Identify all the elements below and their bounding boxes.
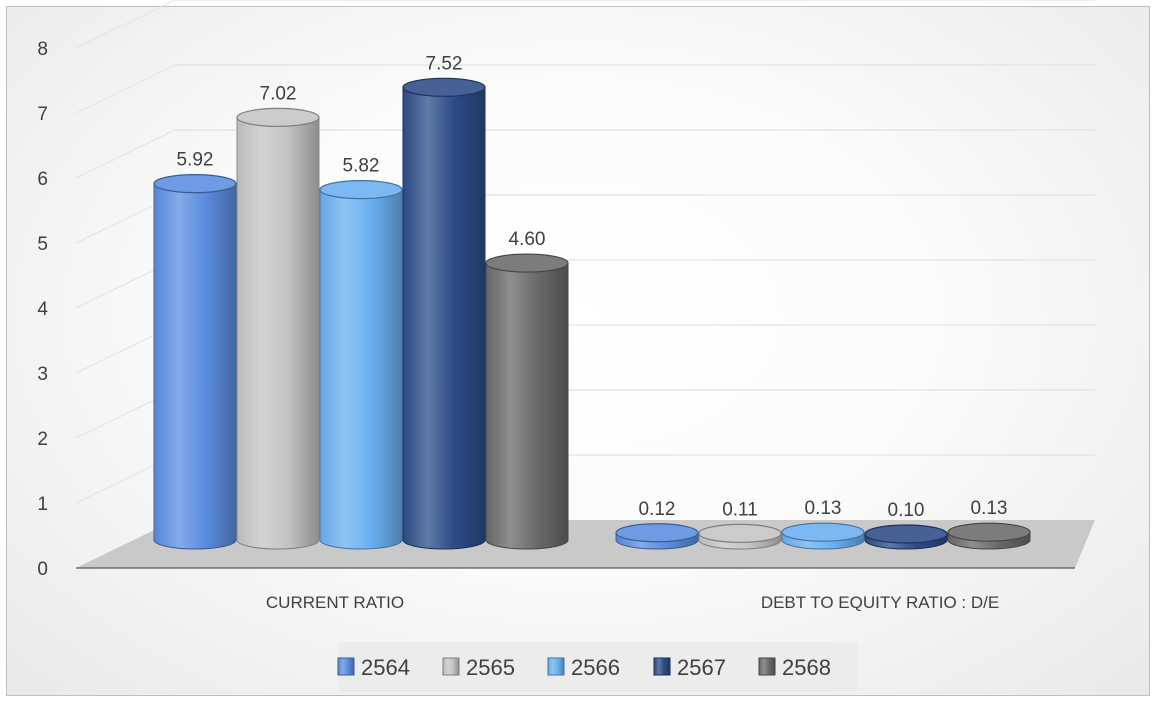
bar-2568-debt-to-equity [947, 522, 1031, 550]
y-tick-label: 0 [37, 559, 48, 580]
y-tick-label: 2 [37, 429, 48, 450]
legend-label-2564: 2564 [361, 655, 410, 680]
bar-2567-current-ratio [402, 77, 486, 550]
data-label: 7.52 [426, 53, 463, 74]
data-label: 5.82 [343, 156, 380, 177]
legend: 2564 2565 2566 2567 2568 [337, 642, 858, 692]
y-tick-label: 8 [37, 39, 48, 60]
legend-swatch-2564 [337, 657, 355, 676]
category-label: CURRENT RATIO [266, 593, 404, 612]
legend-label-2568: 2568 [782, 655, 831, 680]
bar-2565-current-ratio [236, 107, 320, 550]
y-tick-label: 5 [37, 234, 48, 255]
bar-2566-debt-to-equity [781, 522, 865, 550]
bar-2566-current-ratio [319, 180, 403, 550]
legend-swatch-2568 [758, 657, 776, 676]
y-tick-label: 1 [37, 494, 48, 515]
gridline-slant [75, 129, 176, 179]
bar-2564-current-ratio [153, 174, 237, 550]
legend-label-2567: 2567 [677, 655, 726, 680]
legend-swatch-2566 [547, 657, 565, 676]
bars [153, 77, 1031, 550]
axes: 0 1 2 3 4 5 6 7 8 CURRENT RATIO DEBT TO EQUITY RAT… [37, 39, 1075, 612]
y-tick-label: 6 [37, 169, 48, 190]
data-label: 0.12 [639, 499, 676, 520]
gridline-slant [75, 64, 176, 114]
y-tick-label: 7 [37, 104, 48, 125]
data-label: 4.60 [509, 229, 546, 250]
bar-2565-debt-to-equity [698, 523, 782, 550]
gridline-slant [75, 0, 176, 49]
category-label: DEBT TO EQUITY RATIO : D/E [761, 593, 999, 612]
data-label: 0.10 [888, 500, 925, 521]
legend-swatch-2565 [442, 657, 460, 676]
data-label: 0.11 [722, 499, 758, 520]
y-tick-label: 3 [37, 364, 48, 385]
data-labels: 5.92 7.02 5.82 7.52 4.60 0.12 0.11 0.13 0.10 0.13 [177, 53, 1008, 521]
legend-label-2566: 2566 [571, 655, 620, 680]
data-label: 5.92 [177, 150, 214, 171]
y-tick-label: 4 [37, 299, 48, 320]
data-label: 0.13 [971, 498, 1008, 519]
data-label: 7.02 [260, 83, 297, 104]
legend-swatch-2567 [653, 657, 671, 676]
legend-label-2565: 2565 [466, 655, 515, 680]
bar-2564-debt-to-equity [615, 523, 699, 550]
bar-2567-debt-to-equity [864, 524, 948, 550]
data-label: 0.13 [805, 498, 842, 519]
bar-2568-current-ratio [485, 253, 569, 550]
